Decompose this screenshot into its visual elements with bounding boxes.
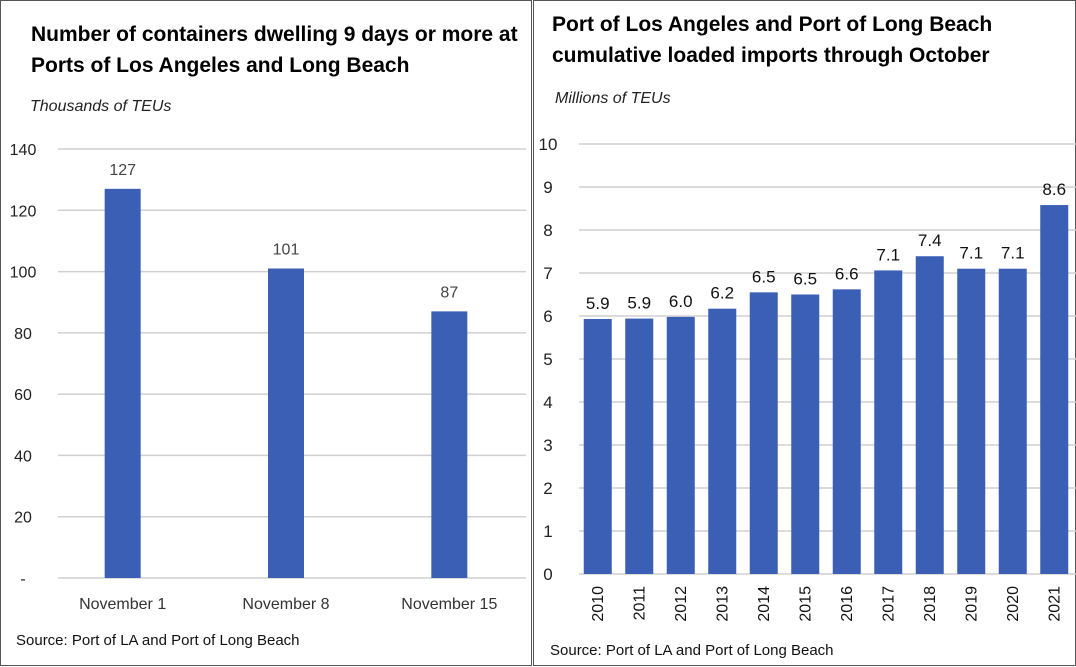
bar (268, 268, 304, 578)
x-tick-label: 2010 (590, 586, 607, 622)
data-label: 127 (109, 162, 136, 179)
y-tick-label: 1 (543, 522, 552, 541)
data-label: 87 (440, 284, 458, 301)
chart-title: Port of Los Angeles and Port of Long Bea… (552, 13, 993, 67)
bar (957, 268, 986, 574)
x-tick-label: 2012 (673, 586, 690, 622)
y-tick-label: 80 (14, 326, 32, 343)
y-tick-label: 4 (543, 393, 552, 412)
y-tick-label: 140 (10, 142, 37, 159)
data-label: 7.4 (918, 231, 942, 250)
x-tick-label: 2013 (714, 586, 731, 622)
y-axis-label: Thousands of TEUs (30, 98, 172, 115)
bar (1040, 205, 1069, 574)
y-tick-label: 2 (543, 479, 552, 498)
bar (666, 316, 695, 574)
x-tick-label: 2018 (922, 586, 939, 622)
data-label: 8.6 (1042, 180, 1066, 199)
data-label: 5.9 (627, 294, 651, 313)
data-label: 7.1 (1001, 244, 1025, 263)
x-tick-label: 2021 (1046, 586, 1063, 622)
x-tick-label: 2016 (839, 586, 856, 622)
x-tick-label: 2017 (880, 586, 897, 622)
y-tick-label: 0 (543, 565, 552, 584)
right-chart-panel: Port of Los Angeles and Port of Long Bea… (533, 0, 1076, 666)
chart-source: Source: Port of LA and Port of Long Beac… (16, 632, 300, 649)
data-label: 7.1 (959, 244, 983, 263)
y-tick-label: - (20, 571, 25, 588)
y-tick-label: 9 (543, 178, 552, 197)
bar (998, 268, 1027, 574)
y-tick-label: 20 (14, 510, 32, 527)
y-tick-label: 8 (543, 221, 552, 240)
data-label: 6.5 (793, 270, 817, 289)
x-tick-label: 2011 (631, 586, 648, 621)
chart-title: Number of containers dwelling 9 days or … (31, 23, 518, 77)
bar (832, 289, 861, 574)
y-tick-label: 6 (543, 307, 552, 326)
data-label: 6.5 (752, 267, 776, 286)
x-tick-label: November 1 (79, 596, 166, 613)
left-chart-plot: - 20 40 60 80 100 120 140 127 November 1 101 Novemb… (10, 142, 526, 613)
bar (915, 256, 944, 574)
chart-source: Source: Port of LA and Port of Long Beac… (550, 642, 834, 659)
right-chart-plot: 0 1 2 3 4 5 6 7 8 9 10 5.9 2010 5.9 2011 6.0 2012 6.2 2013… (539, 135, 1076, 622)
bar (625, 318, 654, 574)
bar (708, 308, 737, 574)
x-tick-label: 2020 (1005, 586, 1022, 622)
data-label: 7.1 (876, 245, 900, 264)
y-tick-label: 60 (14, 387, 32, 404)
data-label: 6.6 (835, 264, 859, 283)
x-tick-label: 2015 (797, 586, 814, 622)
x-tick-label: November 15 (401, 596, 497, 613)
left-chart-panel: Number of containers dwelling 9 days or … (0, 0, 532, 666)
data-label: 5.9 (586, 294, 610, 313)
x-tick-label: 2014 (756, 586, 773, 622)
x-tick-label: 2019 (963, 586, 980, 622)
y-tick-label: 5 (543, 350, 552, 369)
y-axis-label: Millions of TEUs (555, 90, 671, 107)
y-tick-label: 10 (539, 135, 558, 154)
y-tick-label: 40 (14, 448, 32, 465)
y-tick-label: 3 (543, 436, 552, 455)
bar (791, 294, 820, 574)
x-tick-label: November 8 (242, 596, 329, 613)
y-tick-label: 100 (10, 265, 37, 282)
bar (749, 292, 778, 574)
bar (874, 270, 903, 574)
y-tick-label: 7 (543, 264, 552, 283)
bar (104, 188, 141, 579)
data-label: 6.0 (669, 292, 693, 311)
data-label: 101 (273, 242, 300, 259)
bar (583, 319, 612, 574)
data-label: 6.2 (710, 284, 734, 303)
y-tick-label: 120 (10, 203, 37, 220)
bar (431, 311, 468, 578)
